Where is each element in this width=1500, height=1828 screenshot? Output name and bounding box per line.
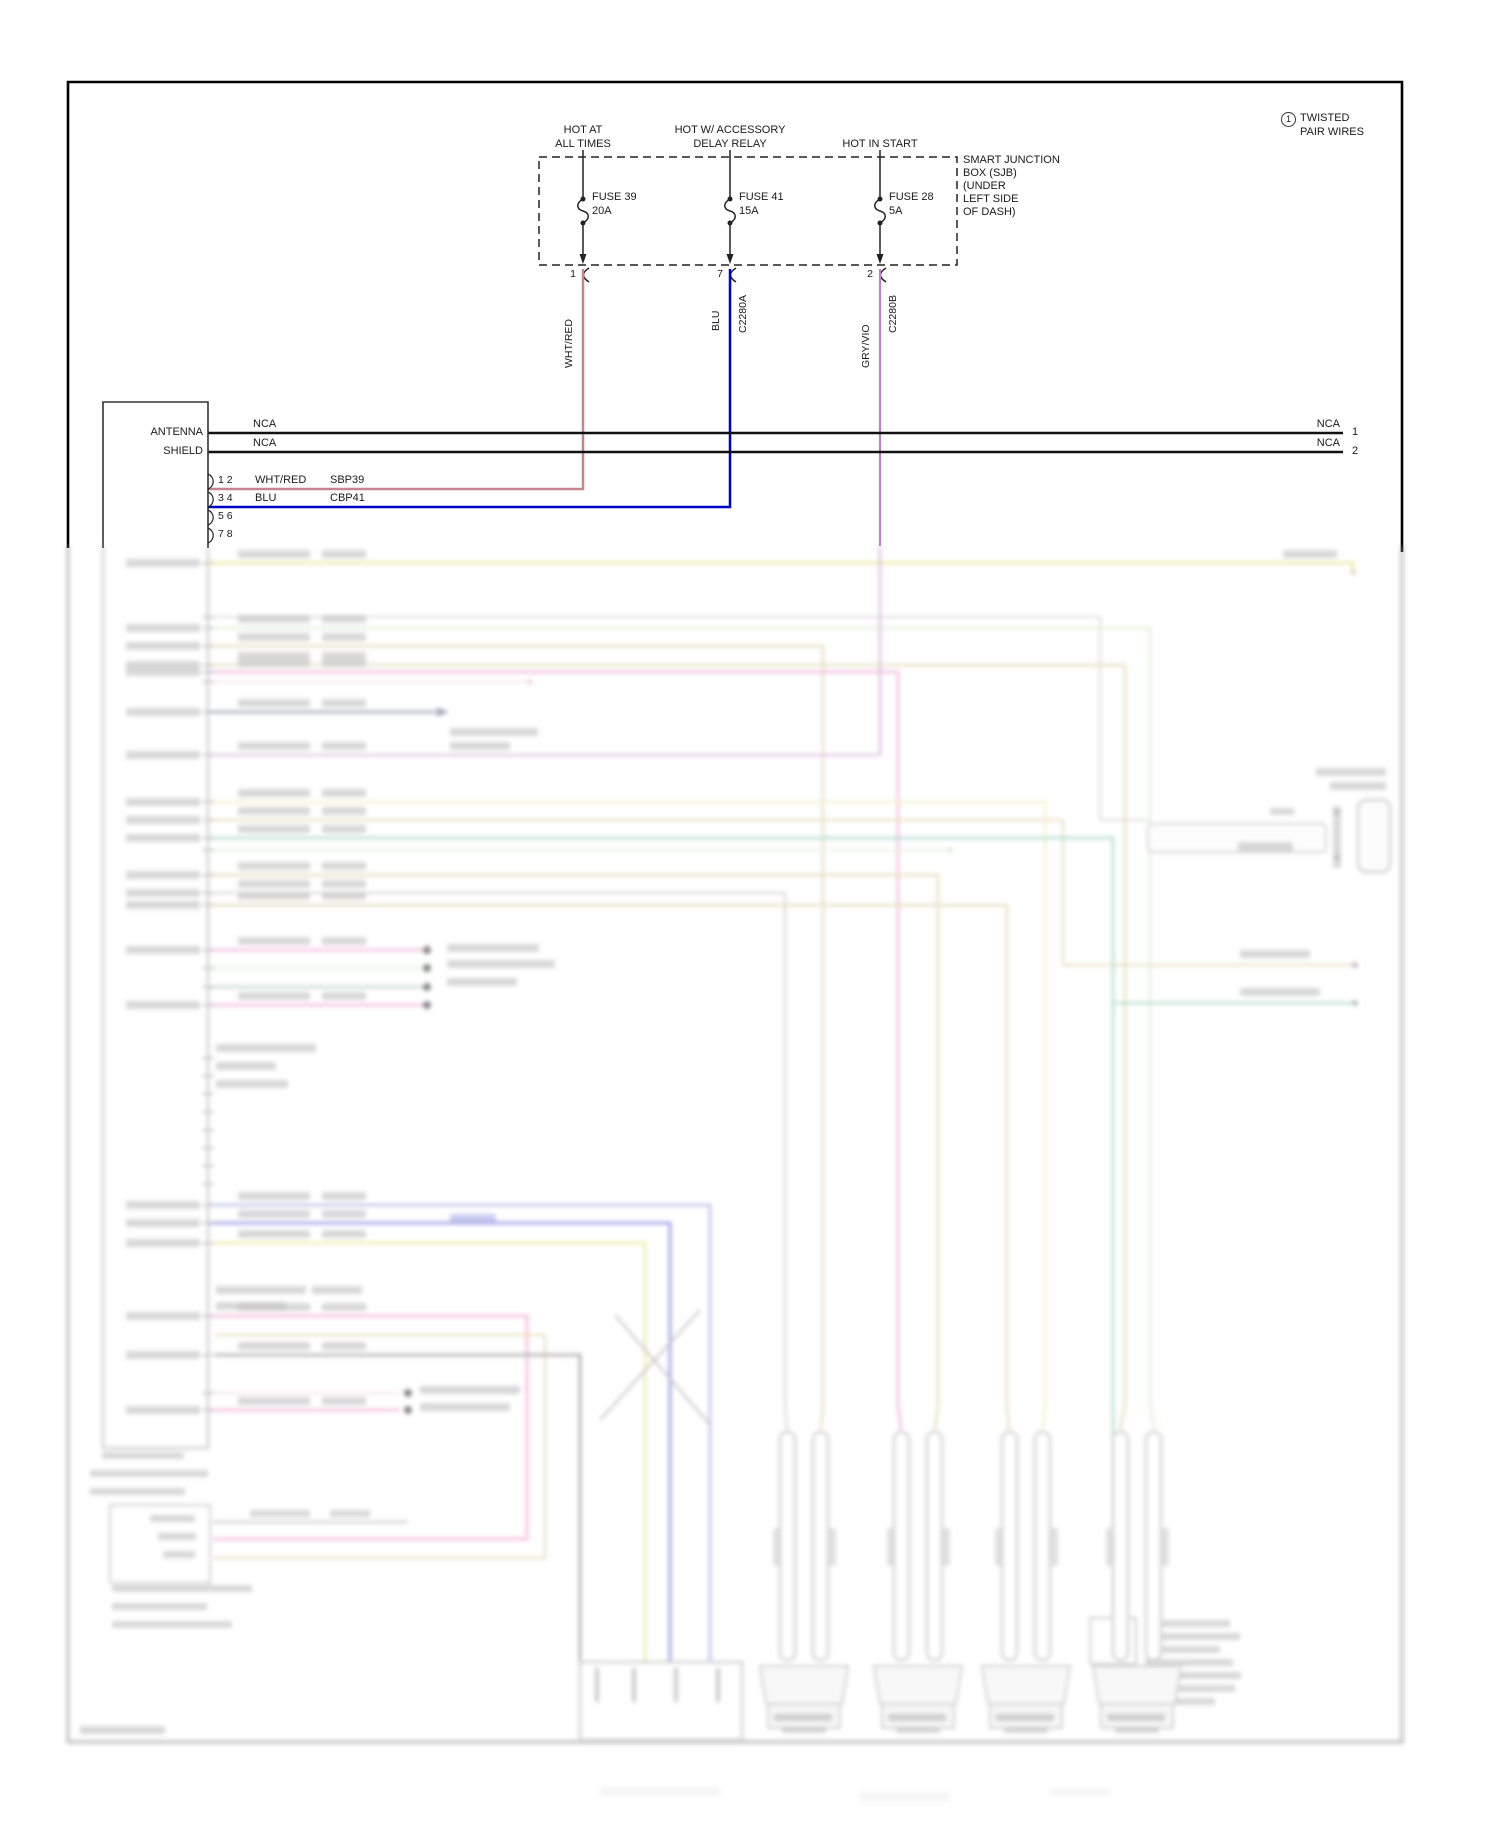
nca-left-label-1: NCA xyxy=(253,418,277,430)
fuse-39-name: FUSE 39 xyxy=(592,191,637,203)
power-label-1-line1: HOT AT xyxy=(563,124,603,136)
blu-wire-label: BLU xyxy=(710,310,722,331)
fuse-39-rating: 20A xyxy=(592,205,612,217)
twisted-pair-note-line2: PAIR WIRES xyxy=(1300,126,1364,138)
radio-label-shield: SHIELD xyxy=(163,445,203,457)
nca-right-pin-1: 1 xyxy=(1352,426,1359,438)
sjb-dashed-box xyxy=(538,156,958,266)
sjb-label-line2: BOX (SJB) xyxy=(963,167,1017,179)
page-border xyxy=(66,80,1404,552)
power-label-3-line1: HOT IN START xyxy=(842,138,918,150)
wire-name-cbp41-color: BLU xyxy=(255,492,277,504)
fuse-28-name: FUSE 28 xyxy=(889,191,934,203)
power-label-2-line1: HOT W/ ACCESSORY xyxy=(674,124,786,136)
wht-red-wire-label: WHT/RED xyxy=(563,319,575,368)
radio-box-outline xyxy=(102,401,209,548)
fuse-28-rating: 5A xyxy=(889,205,903,217)
radio-pin-row-4: 7 8 xyxy=(218,528,233,540)
sjb-pin-7: 7 xyxy=(717,268,723,280)
sjb-label-line5: OF DASH) xyxy=(963,206,1016,218)
radio-label-antenna: ANTENNA xyxy=(150,426,203,438)
power-label-1-line2: ALL TIMES xyxy=(555,138,611,150)
circuit-cbp41: CBP41 xyxy=(330,492,365,504)
twisted-pair-note-line1: TWISTED xyxy=(1300,112,1350,124)
connector-c2280b-label: C2280B xyxy=(887,295,899,333)
sjb-pin-2: 2 xyxy=(867,268,873,280)
twisted-pair-ref-symbol: 1 xyxy=(1281,112,1296,127)
radio-pin-row-2: 3 4 xyxy=(218,492,233,504)
nca-right-label-1: NCA xyxy=(1316,418,1340,430)
sjb-label-line1: SMART JUNCTION xyxy=(963,154,1060,166)
circuit-sbp39: SBP39 xyxy=(330,474,365,486)
nca-right-pin-2: 2 xyxy=(1352,445,1359,457)
fuse-41-rating: 15A xyxy=(739,205,759,217)
gry-vio-wire-label: GRY/VIO xyxy=(860,324,872,368)
radio-pin-row-1: 1 2 xyxy=(218,474,233,486)
sjb-label-line4: LEFT SIDE xyxy=(963,193,1019,205)
connector-c2280a-label: C2280A xyxy=(737,295,749,333)
blu-wire xyxy=(208,269,732,509)
fuse-41-name: FUSE 41 xyxy=(739,191,784,203)
power-label-2-line2: DELAY RELAY xyxy=(693,138,767,150)
wire-name-sbp39-color: WHT/RED xyxy=(255,474,307,486)
radio-pin-brackets xyxy=(207,473,214,544)
nca-right-label-2: NCA xyxy=(1316,437,1340,449)
sjb-pin-1: 1 xyxy=(570,268,576,280)
sjb-label-line3: (UNDER xyxy=(963,180,1006,192)
radio-pin-row-3: 5 6 xyxy=(218,510,233,522)
nca-left-label-2: NCA xyxy=(253,437,277,449)
wht-red-wire xyxy=(208,269,585,491)
